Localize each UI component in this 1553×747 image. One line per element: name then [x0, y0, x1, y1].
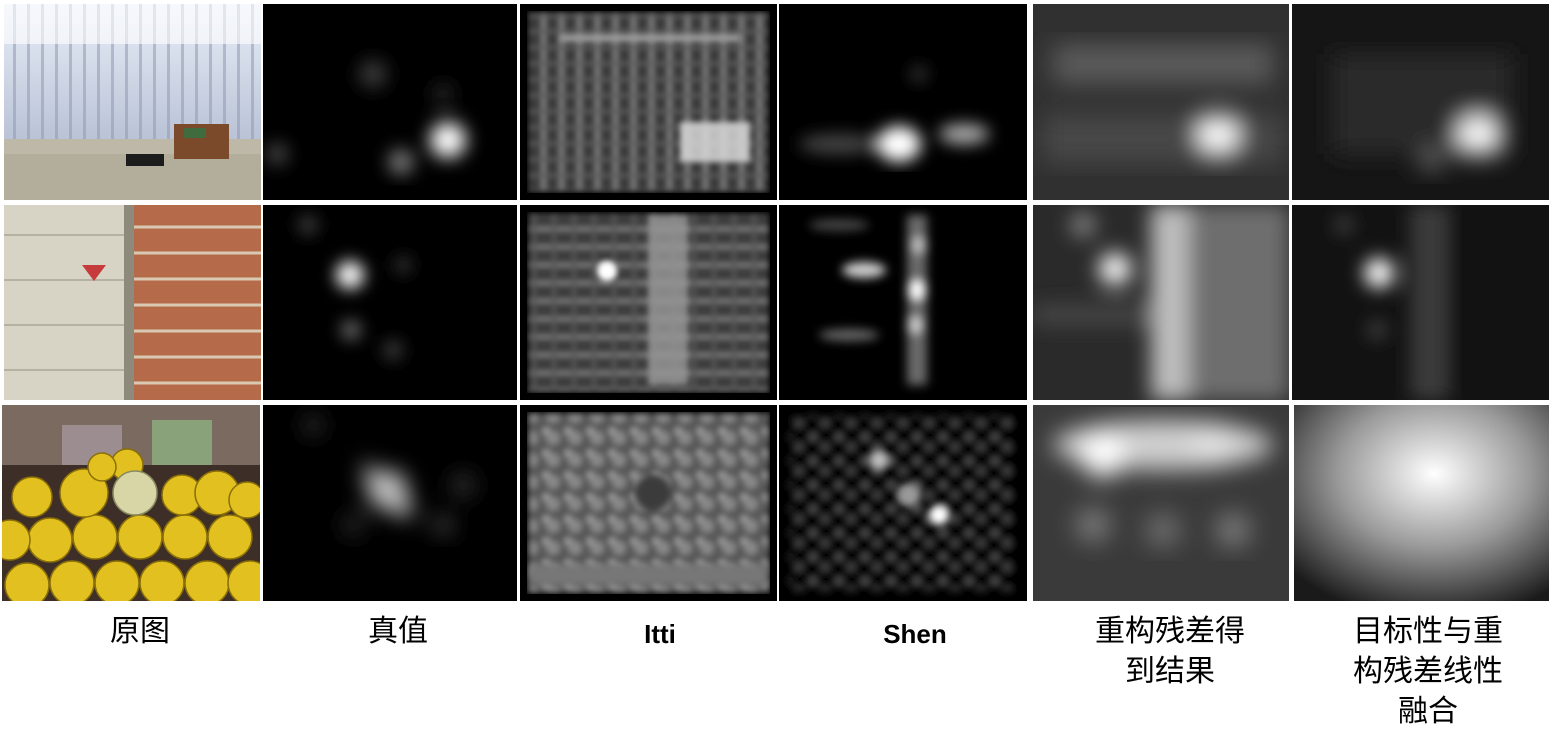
- residual-result-row3: [1033, 405, 1289, 601]
- column-label-original: 原图: [110, 614, 170, 649]
- column-label-shen: Shen: [883, 619, 947, 649]
- original-image-row1: [4, 4, 261, 200]
- column-label-itti: Itti: [644, 619, 676, 649]
- column-label-residual: 重构残差得 到结果: [1095, 614, 1245, 689]
- itti-map-row2: [520, 205, 777, 400]
- shen-map-row2: [779, 205, 1027, 400]
- column-label-ground-truth: 真值: [368, 614, 428, 649]
- fusion-result-row1: [1292, 4, 1549, 200]
- original-image-row3: [2, 405, 260, 601]
- itti-map-row1: [520, 4, 777, 200]
- ground-truth-row1: [263, 4, 517, 200]
- itti-map-row3: [520, 405, 777, 601]
- residual-result-row2: [1033, 205, 1289, 400]
- shen-map-row3: [779, 405, 1027, 601]
- ground-truth-row2: [263, 205, 517, 400]
- fusion-result-row3: [1294, 405, 1549, 601]
- ground-truth-row3: [263, 405, 517, 601]
- residual-result-row1: [1033, 4, 1289, 200]
- shen-map-row1: [779, 4, 1027, 200]
- column-label-fusion: 目标性与重 构残差线性 融合: [1353, 614, 1503, 729]
- fusion-result-row2: [1292, 205, 1549, 400]
- original-image-row2: [4, 205, 261, 400]
